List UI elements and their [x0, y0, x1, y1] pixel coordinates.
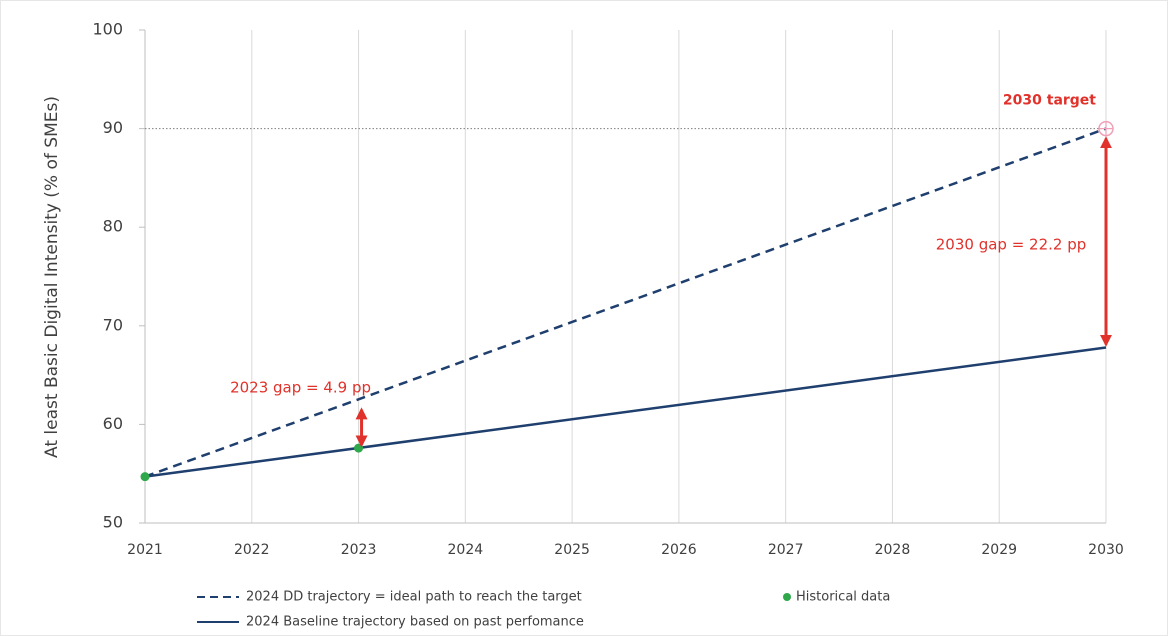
x-tick-label: 2022: [234, 542, 270, 558]
legend-label: 2024 Baseline trajectory based on past p…: [246, 615, 584, 630]
data-point: [140, 472, 150, 482]
y-tick-label: 80: [103, 217, 123, 236]
y-tick-label: 100: [92, 20, 123, 39]
x-tick-label: 2025: [554, 542, 590, 558]
series-line: [144, 346, 1107, 478]
x-tick-label: 2023: [341, 542, 377, 558]
x-tick-label: 2030: [1088, 542, 1124, 558]
x-tick-label: 2021: [127, 542, 163, 558]
target-marker-cross: [1099, 121, 1113, 136]
y-axis-label: At least Basic Digital Intensity (% of S…: [42, 96, 62, 458]
target-label: 2030 target: [1003, 93, 1096, 109]
y-tick-label: 60: [103, 414, 123, 433]
x-tick-label: 2024: [448, 542, 484, 558]
series-line: [144, 127, 1107, 478]
x-tick-label: 2027: [768, 542, 804, 558]
y-tick-label: 70: [103, 315, 123, 334]
gap-label: 2023 gap = 4.9 pp: [230, 379, 371, 397]
gap-label: 2030 gap = 22.2 pp: [936, 236, 1087, 254]
x-tick-label: 2028: [875, 542, 911, 558]
legend-swatch: [783, 593, 791, 601]
y-tick-label: 90: [103, 118, 123, 137]
y-tick-label: 50: [103, 513, 123, 532]
x-tick-label: 2026: [661, 542, 697, 558]
legend-label: 2024 DD trajectory = ideal path to reach…: [246, 590, 582, 605]
legend-label: Historical data: [796, 590, 890, 605]
x-tick-label: 2029: [981, 542, 1017, 558]
